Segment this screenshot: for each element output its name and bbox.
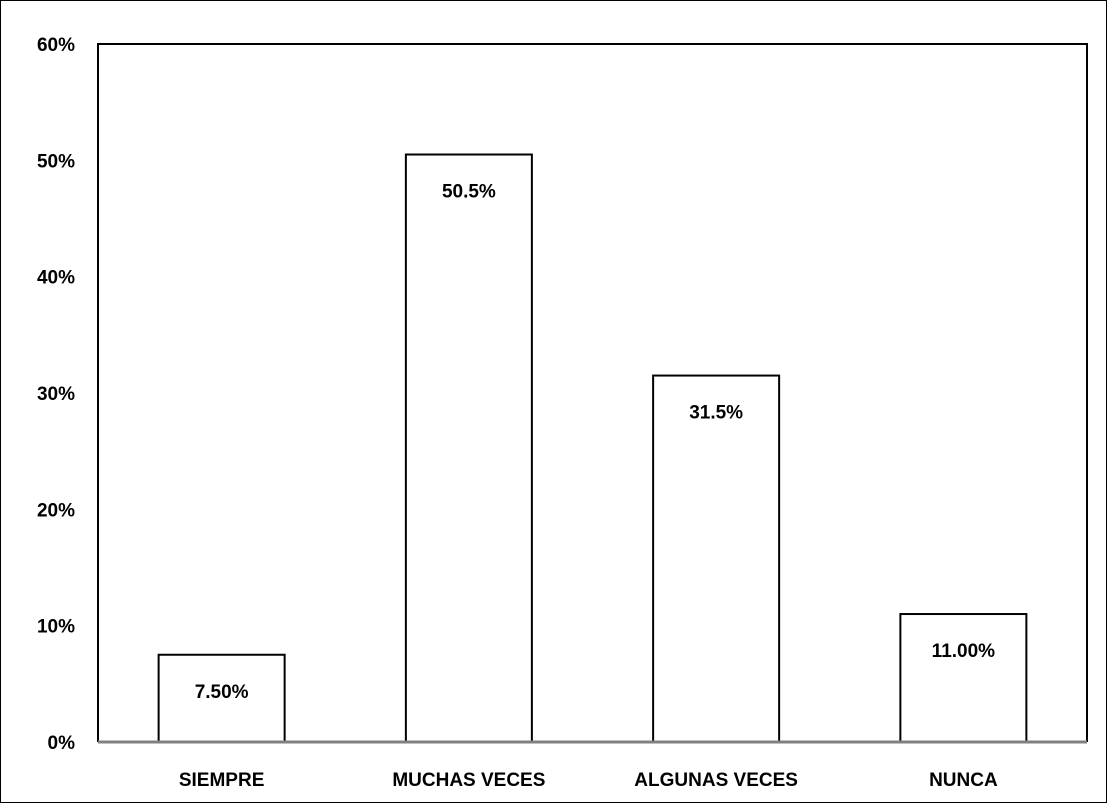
y-tick-label: 30% xyxy=(37,384,75,405)
data-label: 11.00% xyxy=(932,641,995,662)
x-tick-label: ALGUNAS VECES xyxy=(634,770,798,791)
bar-algunas-veces xyxy=(652,374,781,743)
y-tick-label: 0% xyxy=(48,733,76,754)
y-tick-label: 40% xyxy=(37,268,75,289)
bar-nunca xyxy=(899,613,1028,743)
x-tick-label: MUCHAS VECES xyxy=(392,770,545,791)
y-tick-label: 10% xyxy=(37,617,75,638)
bar-muchas-veces xyxy=(404,153,533,743)
data-label: 31.5% xyxy=(689,403,743,424)
x-tick-label: NUNCA xyxy=(929,770,998,791)
data-label: 50.5% xyxy=(442,182,496,203)
data-label: 7.50% xyxy=(195,682,249,703)
y-tick-label: 50% xyxy=(37,151,75,172)
x-tick-label: SIEMPRE xyxy=(179,770,265,791)
y-tick-label: 60% xyxy=(37,35,75,56)
plot-area-border xyxy=(97,43,1088,742)
y-tick-label: 20% xyxy=(37,500,75,521)
